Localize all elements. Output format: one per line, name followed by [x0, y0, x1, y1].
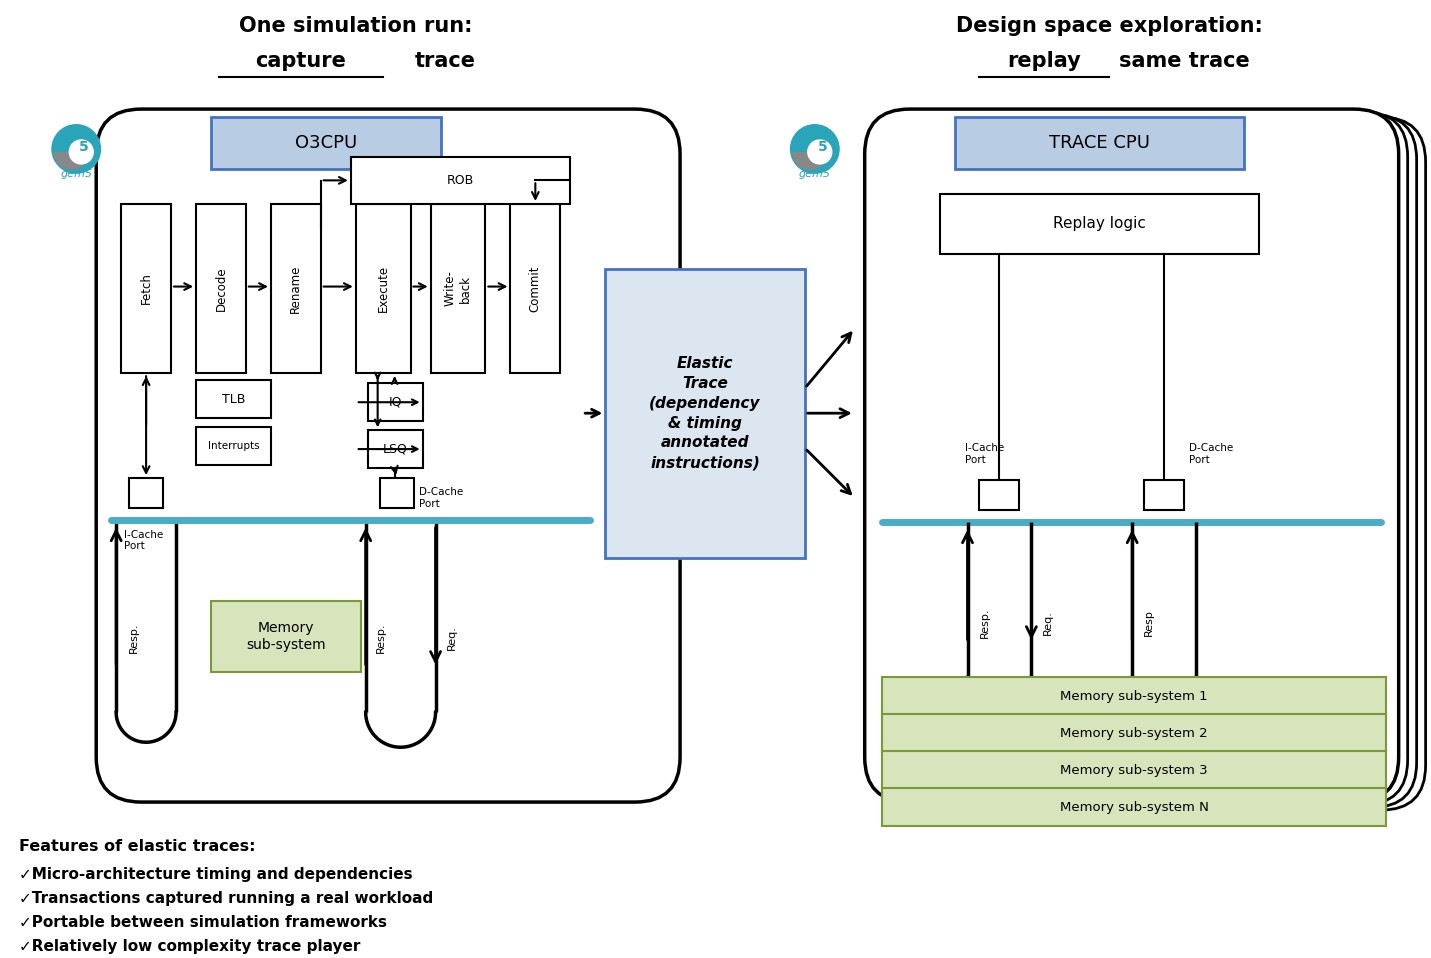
Bar [129, 478, 163, 508]
Bar [196, 204, 246, 374]
Bar [351, 157, 571, 204]
Text: Execute: Execute [376, 265, 389, 312]
Text: capture: capture [255, 51, 346, 71]
Circle shape [809, 140, 831, 164]
Text: One simulation run:: One simulation run: [239, 16, 472, 36]
Wedge shape [790, 124, 840, 174]
Bar [605, 268, 804, 558]
FancyBboxPatch shape [96, 109, 680, 802]
Bar [270, 204, 321, 374]
Text: TLB: TLB [222, 393, 245, 406]
Text: Write-
back: Write- back [444, 270, 472, 307]
Text: ✓Micro-architecture timing and dependencies: ✓Micro-architecture timing and dependenc… [20, 867, 414, 882]
FancyBboxPatch shape [874, 112, 1408, 805]
Text: Resp: Resp [1145, 609, 1155, 636]
Bar [122, 204, 172, 374]
Text: same trace: same trace [1119, 51, 1249, 71]
Text: Memory sub-system 2: Memory sub-system 2 [1060, 727, 1208, 740]
Text: Commit: Commit [529, 265, 542, 311]
FancyBboxPatch shape [883, 114, 1417, 808]
Text: Rename: Rename [289, 264, 302, 312]
Text: Resp.: Resp. [376, 623, 385, 652]
Text: ✓Relatively low complexity trace player: ✓Relatively low complexity trace player [20, 939, 361, 954]
Bar [881, 788, 1385, 826]
Text: I-Cache
Port: I-Cache Port [964, 444, 1003, 465]
Bar [210, 117, 441, 169]
Bar [356, 204, 411, 374]
FancyBboxPatch shape [864, 109, 1398, 802]
Circle shape [69, 140, 93, 164]
Text: Memory sub-system N: Memory sub-system N [1060, 801, 1209, 813]
Text: Memory sub-system 3: Memory sub-system 3 [1060, 764, 1208, 777]
Text: Elastic
Trace
(dependency
& timing
annotated
instructions): Elastic Trace (dependency & timing annot… [650, 356, 761, 470]
Bar [210, 601, 361, 673]
Bar [196, 380, 270, 419]
Bar [368, 430, 422, 468]
Wedge shape [52, 124, 102, 174]
Text: D-Cache
Port: D-Cache Port [1189, 444, 1234, 465]
Text: Design space exploration:: Design space exploration: [956, 16, 1262, 36]
Text: Interrupts: Interrupts [207, 441, 259, 451]
Text: LSQ: LSQ [382, 443, 408, 456]
Text: I-Cache
Port: I-Cache Port [124, 530, 163, 552]
Wedge shape [53, 152, 89, 170]
Text: Resp.: Resp. [979, 607, 989, 638]
Bar [979, 480, 1019, 510]
Text: ✓Transactions captured running a real workload: ✓Transactions captured running a real wo… [20, 891, 434, 906]
Text: Replay logic: Replay logic [1053, 217, 1146, 231]
Text: Features of elastic traces:: Features of elastic traces: [20, 839, 256, 855]
Text: 5: 5 [79, 140, 89, 154]
Text: O3CPU: O3CPU [295, 134, 356, 152]
Bar [881, 751, 1385, 789]
Text: Req.: Req. [446, 626, 456, 650]
Text: gem5: gem5 [60, 169, 92, 179]
Text: trace: trace [415, 51, 477, 71]
FancyBboxPatch shape [892, 117, 1425, 810]
Text: ✓Portable between simulation frameworks: ✓Portable between simulation frameworks [20, 915, 388, 930]
Bar [954, 117, 1244, 169]
Text: Memory sub-system 1: Memory sub-system 1 [1060, 690, 1208, 703]
Text: Resp.: Resp. [129, 623, 139, 652]
Bar [1145, 480, 1183, 510]
Text: D-Cache
Port: D-Cache Port [419, 488, 462, 509]
Text: gem5: gem5 [798, 169, 831, 179]
Text: Req.: Req. [1043, 610, 1053, 635]
Bar [196, 427, 270, 465]
Bar [940, 194, 1259, 254]
Bar [368, 383, 422, 422]
Text: TRACE CPU: TRACE CPU [1049, 134, 1149, 152]
Bar [881, 677, 1385, 716]
Bar [881, 715, 1385, 752]
Text: Decode: Decode [215, 266, 228, 310]
Text: Memory
sub-system: Memory sub-system [246, 622, 326, 651]
Wedge shape [791, 152, 827, 170]
Text: ROB: ROB [446, 173, 474, 187]
Bar [511, 204, 561, 374]
Bar [431, 204, 485, 374]
Bar [379, 478, 414, 508]
Text: Fetch: Fetch [140, 273, 153, 305]
Text: replay: replay [1007, 51, 1082, 71]
Text: IQ: IQ [388, 396, 402, 409]
Text: 5: 5 [819, 140, 827, 154]
